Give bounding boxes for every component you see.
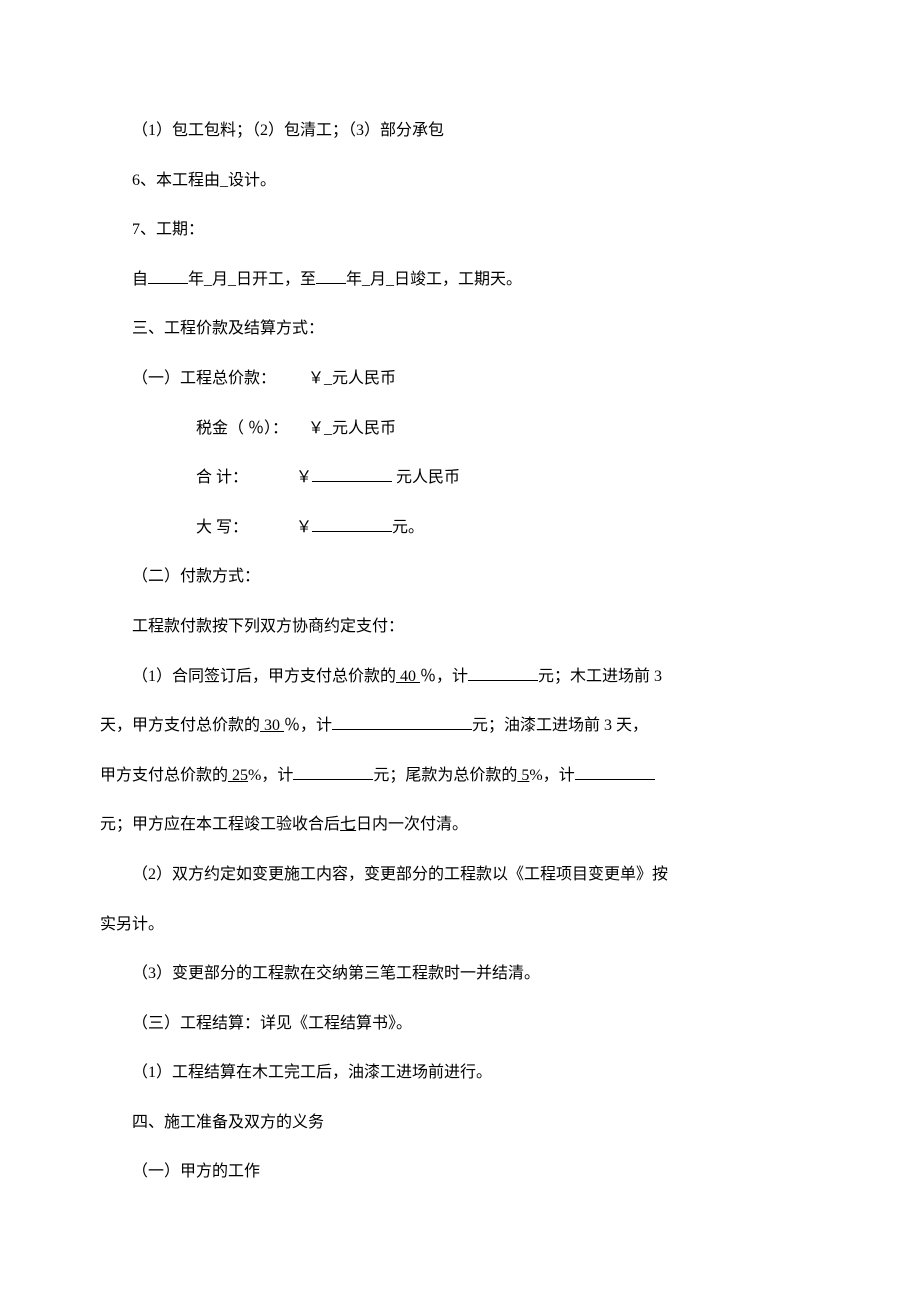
settlement-1: （1）工程结算在木工完工后，油漆工进场前进行。 [100,1052,820,1094]
payment-intro: 工程款付款按下列双方协商约定支付： [100,606,820,648]
pct-25: 25 [228,767,248,784]
section-4: 四、施工准备及双方的义务 [100,1102,820,1144]
text: 元；油漆工进场前 3 天， [472,717,648,734]
payment-1: （1）合同签订后，甲方支付总价款的 40 ％，计 元；木工进场前 3 [100,656,820,698]
pct-30: 30 [260,717,284,734]
payment-1-cont2: 甲方支付总价款的 25%，计元；尾款为总价款的 5%，计 [100,755,820,797]
pct-5: 5 [517,767,529,784]
text: 年_月_日开工，至 [188,271,316,288]
text: （2）双方约定如变更施工内容，变更部分的工程款以《工程项目变更单》按 [132,866,668,883]
pct-40: 40 [396,668,420,685]
text: （1）工程结算在木工完工后，油漆工进场前进行。 [132,1064,492,1081]
payment-2-cont: 实另计。 [100,904,820,946]
item-6: 6、本工程由_设计。 [100,160,820,202]
total-price: （一）工程总价款： ￥_元人民币 [100,358,820,400]
text: %，计 [529,767,574,784]
text: 年_月_日竣工，工期天。 [346,271,522,288]
text: 6、本工程由_设计。 [132,172,276,189]
text: （二）付款方式： [132,568,260,585]
daxie-line: 大 写： ￥ 元。 [100,507,820,549]
contract-methods: （1）包工包料；（2）包清工；（3）部分承包 [100,110,820,152]
text: （三）工程结算：详见《工程结算书》。 [132,1015,412,1032]
payment-3: （3）变更部分的工程款在交纳第三笔工程款时一并结清。 [100,953,820,995]
text: 元；尾款为总价款的 [373,767,517,784]
text: 三、工程价款及结算方式： [132,320,324,337]
party-a-work: （一）甲方的工作 [100,1151,820,1193]
blank [312,531,392,532]
seven: 七 [340,816,356,833]
text: 7、工期： [132,221,204,238]
text: 大 写： ￥ [196,519,312,536]
payment-method-heading: （二）付款方式： [100,556,820,598]
text: ％，计 [284,717,332,734]
settlement-heading: （三）工程结算：详见《工程结算书》。 [100,1003,820,1045]
text: ％，计 [420,668,468,685]
total-line: 合 计： ￥ 元人民币 [100,457,820,499]
text: （一）甲方的工作 [132,1163,260,1180]
text: （一）工程总价款： ￥_元人民币 [132,370,396,387]
blank [575,779,655,780]
duration-line: 自 年_月_日开工，至 年_月_日竣工，工期天。 [100,259,820,301]
payment-1-cont3: 元；甲方应在本工程竣工验收合后七日内一次付清。 [100,804,820,846]
text: （1）合同签订后，甲方支付总价款的 [132,668,396,685]
text: 合 计： ￥ [196,469,312,486]
blank [468,680,538,681]
text: 天，甲方支付总价款的 [100,717,260,734]
text: 自 [132,271,148,288]
text: 实另计。 [100,916,164,933]
tax-line: 税金（ ％）： ￥_元人民币 [100,408,820,450]
text: 元人民币 [392,469,460,486]
text: （3）变更部分的工程款在交纳第三笔工程款时一并结清。 [132,965,540,982]
text: 工程款付款按下列双方协商约定支付： [132,618,404,635]
blank [148,283,188,284]
text: 四、施工准备及双方的义务 [132,1114,324,1131]
text: %，计 [248,767,293,784]
section-3: 三、工程价款及结算方式： [100,308,820,350]
text: 日内一次付清。 [356,816,468,833]
text: 元。 [392,519,424,536]
payment-2: （2）双方约定如变更施工内容，变更部分的工程款以《工程项目变更单》按 [100,854,820,896]
payment-1-cont: 天，甲方支付总价款的 30 ％，计 元；油漆工进场前 3 天， [100,705,820,747]
text: 元；甲方应在本工程竣工验收合后 [100,816,340,833]
blank [316,283,346,284]
blank [312,481,392,482]
blank [332,729,472,730]
item-7: 7、工期： [100,209,820,251]
text: 税金（ ％）： ￥_元人民币 [196,420,396,437]
text: （1）包工包料；（2）包清工；（3）部分承包 [132,122,444,139]
text: 甲方支付总价款的 [100,767,228,784]
text: 元；木工进场前 3 [538,668,662,685]
blank [293,779,373,780]
